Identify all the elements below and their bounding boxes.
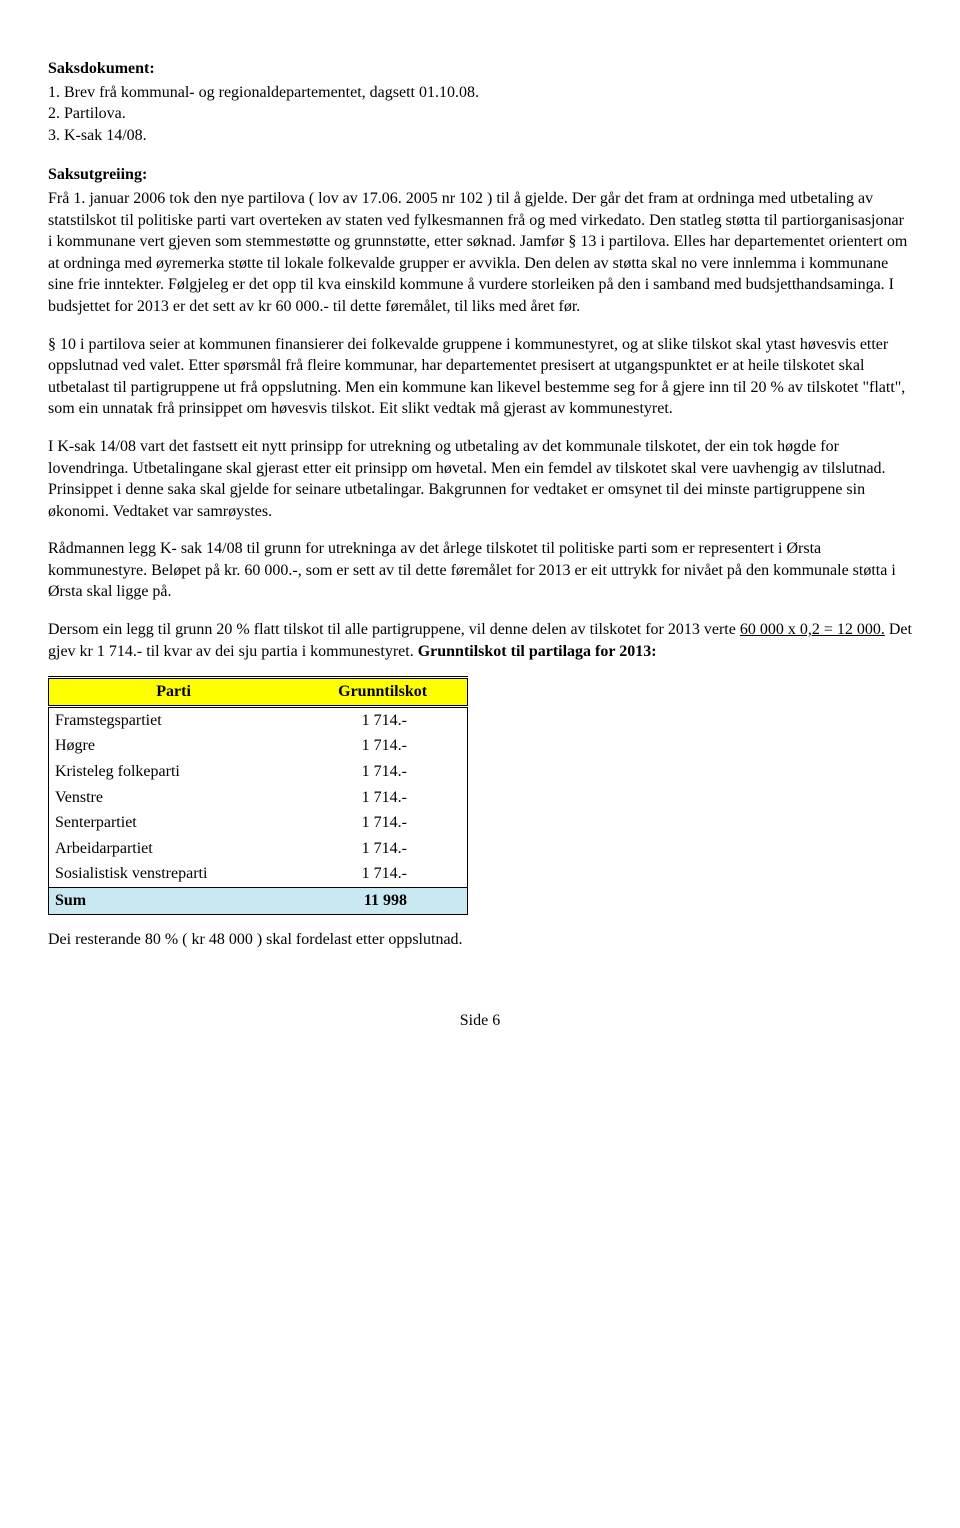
table-header-parti: Parti xyxy=(49,678,299,707)
saksdokument-heading: Saksdokument: xyxy=(48,58,912,80)
table-sum-value: 11 998 xyxy=(298,888,467,915)
table-row: Kristeleg folkeparti 1 714.- xyxy=(49,759,468,785)
doc-list-item: 3. K-sak 14/08. xyxy=(48,125,912,147)
paragraph-5-bold: Grunntilskot til partilaga for 2013: xyxy=(418,643,657,660)
table-sum-label: Sum xyxy=(49,888,299,915)
doc-list-item: 2. Partilova. xyxy=(48,103,912,125)
table-cell-name: Venstre xyxy=(49,785,299,811)
table-cell-value: 1 714.- xyxy=(298,759,467,785)
paragraph-4: Rådmannen legg K- sak 14/08 til grunn fo… xyxy=(48,538,912,603)
table-cell-name: Senterpartiet xyxy=(49,810,299,836)
table-cell-name: Arbeidarpartiet xyxy=(49,836,299,862)
paragraph-5-before: Dersom ein legg til grunn 20 % flatt til… xyxy=(48,621,740,638)
table-cell-value: 1 714.- xyxy=(298,861,467,887)
table-row: Senterpartiet 1 714.- xyxy=(49,810,468,836)
paragraph-footer: Dei resterande 80 % ( kr 48 000 ) skal f… xyxy=(48,929,912,951)
saksutgreiing-heading: Saksutgreiing: xyxy=(48,164,912,186)
table-sum-row: Sum 11 998 xyxy=(49,888,468,915)
table-row: Arbeidarpartiet 1 714.- xyxy=(49,836,468,862)
table-row: Høgre 1 714.- xyxy=(49,733,468,759)
table-cell-name: Høgre xyxy=(49,733,299,759)
paragraph-2: § 10 i partilova seier at kommunen finan… xyxy=(48,334,912,420)
table-cell-name: Sosialistisk venstreparti xyxy=(49,861,299,887)
table-cell-value: 1 714.- xyxy=(298,836,467,862)
grunntilskot-table: Parti Grunntilskot Framstegspartiet 1 71… xyxy=(48,676,468,914)
table-row: Venstre 1 714.- xyxy=(49,785,468,811)
table-cell-name: Framstegspartiet xyxy=(49,706,299,733)
doc-list: 1. Brev frå kommunal- og regionaldeparte… xyxy=(48,82,912,147)
table-header-row: Parti Grunntilskot xyxy=(49,678,468,707)
table-cell-value: 1 714.- xyxy=(298,810,467,836)
page-number: Side 6 xyxy=(48,1010,912,1032)
doc-list-item: 1. Brev frå kommunal- og regionaldeparte… xyxy=(48,82,912,104)
paragraph-1: Frå 1. januar 2006 tok den nye partilova… xyxy=(48,188,912,318)
table-row: Framstegspartiet 1 714.- xyxy=(49,706,468,733)
paragraph-3: I K-sak 14/08 vart det fastsett eit nytt… xyxy=(48,436,912,522)
table-cell-value: 1 714.- xyxy=(298,733,467,759)
table-cell-value: 1 714.- xyxy=(298,706,467,733)
paragraph-5-underlined: 60 000 x 0,2 = 12 000. xyxy=(740,621,885,638)
table-row: Sosialistisk venstreparti 1 714.- xyxy=(49,861,468,887)
table-cell-value: 1 714.- xyxy=(298,785,467,811)
paragraph-5: Dersom ein legg til grunn 20 % flatt til… xyxy=(48,619,912,662)
table-header-grunntilskot: Grunntilskot xyxy=(298,678,467,707)
table-cell-name: Kristeleg folkeparti xyxy=(49,759,299,785)
